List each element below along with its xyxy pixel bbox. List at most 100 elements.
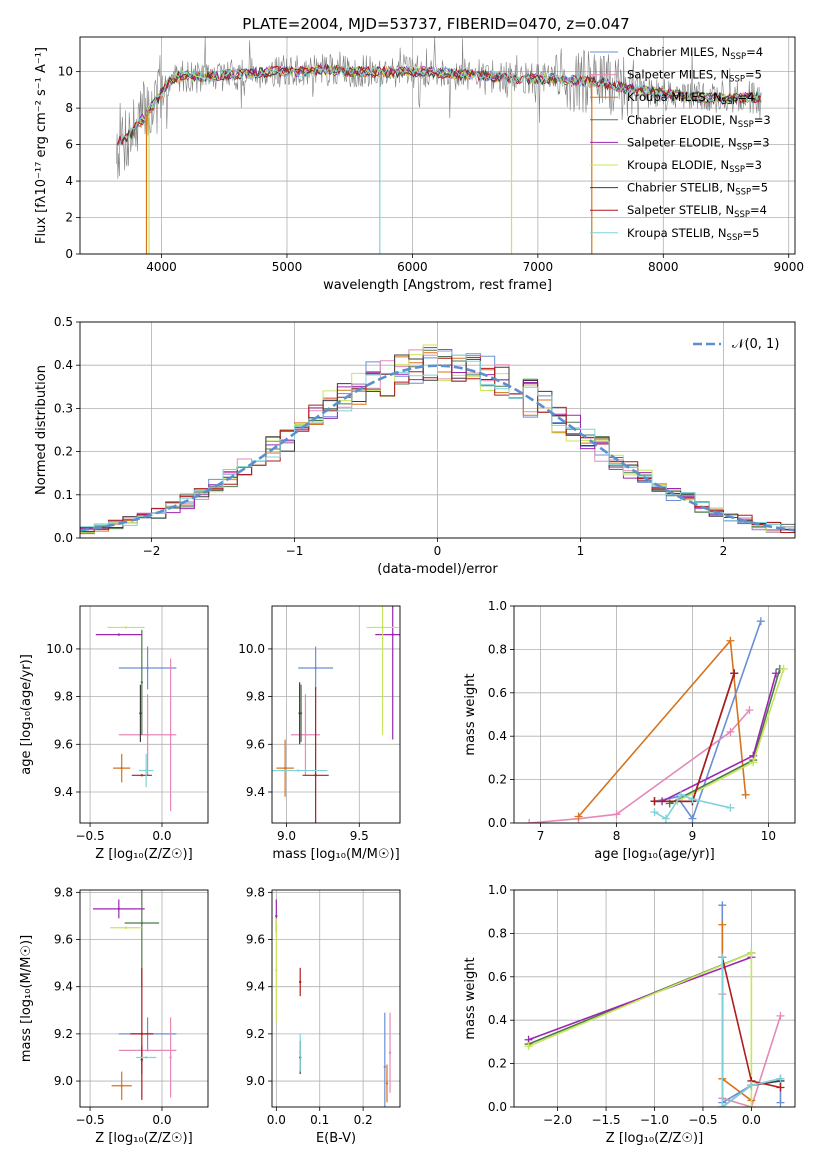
plot-weight_vs_Z: −2.0 −1.5 −1.0 −0.5 0.0 0.0 0.2 0.4 0.6 0.8 1.0 Z [… (463, 883, 796, 1146)
y-axis-label: mass [log₁₀(M/M☉)] (19, 935, 34, 1062)
y-tick-label: 0.2 (488, 773, 507, 787)
y-axis-label: Normed distribution (34, 365, 49, 495)
legend-text: =4 (737, 90, 754, 104)
point-marker (117, 633, 121, 636)
x-tick-label: 5000 (272, 260, 303, 274)
point-marker (124, 626, 128, 629)
axes-frame (271, 889, 401, 1108)
weight-marker-kroupa_miles (741, 790, 750, 799)
x-tick-label: 9 (689, 829, 697, 843)
plot-age_vs_mass: 9.0 9.5 9.4 9.6 9.8 10.0 mass [log₁₀(M/M☉)] (238, 605, 401, 862)
legend-text: Chabrier STELIB, N (627, 181, 735, 195)
weight-marker-salpeter_stelib (650, 797, 659, 806)
weight-marker-kroupa_elodie (524, 1042, 533, 1051)
x-axis-label: Z [log₁₀(Z/Z☉)] (606, 1131, 703, 1146)
x-axis-label: (data-model)/error (377, 562, 498, 577)
y-tick-label: 9.8 (54, 690, 73, 704)
legend-subscript: SSP (735, 188, 751, 198)
weight-marker-kroupa_elodie (747, 1103, 756, 1107)
legend-subscript: SSP (727, 233, 743, 243)
y-tick-label: 0.4 (488, 1013, 507, 1027)
errorbar-point-kroupa_miles (113, 753, 131, 783)
y-axis-label: Flux [fλ10⁻¹⁷ erg cm⁻² s⁻¹ A⁻¹] (34, 47, 49, 244)
legend-text: =5 (742, 226, 759, 240)
plot-area (525, 617, 788, 823)
weight-line-salpeter_elodie (528, 956, 752, 1041)
errorbar-point-salpeter_stelib (299, 967, 302, 997)
point-marker (144, 1056, 148, 1059)
legend-label-salpeter_miles: Salpeter MILES, NSSP=5 (627, 68, 762, 85)
weight-marker-kroupa_miles (574, 812, 583, 821)
errorbar-point-kroupa_elodie (366, 606, 399, 735)
legend-text: Salpeter ELODIE, N (627, 135, 737, 149)
axes-frame (513, 605, 796, 824)
weight-marker-kroupa_stelib (718, 953, 727, 962)
weight-marker-chabrier_miles (756, 617, 765, 626)
point-marker (383, 1065, 387, 1069)
point-marker (296, 769, 300, 772)
weight-line-kroupa_miles (577, 638, 747, 818)
y-tick-label: 0.4 (488, 729, 507, 743)
errorbar-point-salpeter_miles (118, 694, 177, 776)
errorbar-point-kroupa_miles (276, 739, 294, 797)
y-tick-label: 9.6 (246, 737, 265, 751)
x-tick-label: 0.0 (152, 1113, 171, 1127)
y-tick-label: 0.6 (488, 970, 507, 984)
plot-area (116, 37, 762, 254)
weight-marker-chabrier_miles (718, 901, 727, 910)
weight-marker-kroupa_miles (726, 636, 735, 645)
errorbar-point-salpeter_stelib (131, 774, 152, 777)
legend-subscript: SSP (737, 142, 753, 152)
weight-marker-chabrier_miles (776, 1098, 785, 1107)
legend-text: =5 (751, 181, 768, 195)
y-tick-label: 9.8 (54, 885, 73, 899)
plot-weight_vs_age: 7 8 9 10 0.0 0.2 0.4 0.6 0.8 1.0 age [log₁₀(age/yr… (463, 599, 796, 862)
spectrum-legend: Chabrier MILES, NSSP=4 Salpeter MILES, NS… (590, 45, 771, 243)
weight-marker-kroupa_stelib (726, 803, 735, 812)
weight-marker-kroupa_miles (718, 920, 727, 929)
y-tick-label: 9.0 (54, 1074, 73, 1088)
x-tick-label: −1 (286, 544, 304, 558)
x-axis-label: mass [log₁₀(M/M☉)] (272, 847, 399, 862)
weight-marker-chabrier_miles (688, 814, 697, 823)
weight-marker-kroupa_elodie (747, 948, 756, 957)
plot-area (95, 626, 177, 812)
weight-marker-kroupa_stelib (688, 795, 697, 804)
plots-layer: 4000 5000 6000 7000 8000 90000246810wavelengt… (19, 36, 804, 1146)
point-marker (140, 681, 144, 684)
legend-text: Salpeter STELIB, N (627, 203, 734, 217)
axes-frame (513, 889, 796, 1108)
weight-marker-salpeter_miles (745, 706, 754, 715)
x-tick-label: 1 (577, 544, 585, 558)
weight-marker-salpeter_stelib (776, 1083, 785, 1092)
plot-mass_vs_ebv: 0.0 0.1 0.2 9.0 9.2 9.4 9.6 9.8 E(B-V) (246, 885, 401, 1146)
point-marker (299, 980, 302, 984)
errorbar-point-kroupa_stelib (299, 1033, 302, 1072)
point-marker (391, 633, 394, 636)
figure-title: PLATE=2004, MJD=53737, FIBERID=0470, z=0… (242, 15, 629, 33)
errorbar-point-kroupa_stelib (272, 769, 328, 772)
x-tick-label: 8 (613, 829, 621, 843)
y-tick-label: 0 (65, 247, 73, 261)
point-marker (120, 1084, 123, 1087)
y-tick-label: 10.0 (238, 642, 265, 656)
x-tick-label: −1.0 (640, 1113, 669, 1127)
x-tick-label: 4000 (146, 260, 177, 274)
plot-residuals: −2 −1 0 1 2 0.0 0.1 0.2 0.3 0.4 0.5 (data-model)/er… (34, 315, 796, 577)
legend-label-chabrier_miles: Chabrier MILES, NSSP=4 (627, 45, 763, 62)
point-marker (140, 1032, 144, 1036)
errorbar-point-salpeter_elodie (95, 633, 142, 636)
x-axis-label: E(B-V) (316, 1131, 356, 1146)
point-marker (169, 733, 172, 736)
plot-age_vs_Z: −0.5 0.0 9.4 9.6 9.8 10.0 Z [log₁₀(Z/Z☉)] age [… (19, 605, 209, 862)
weight-marker-kroupa_elodie (779, 664, 788, 673)
x-tick-label: 7 (537, 829, 545, 843)
plot-area (92, 890, 177, 1100)
x-tick-label: 0.1 (310, 1113, 329, 1127)
legend-text: Chabrier ELODIE, N (627, 113, 738, 127)
axes-frame (79, 321, 796, 539)
y-tick-label: 9.4 (54, 980, 73, 994)
axes-frame (79, 889, 209, 1108)
x-tick-label: 9.0 (277, 829, 296, 843)
